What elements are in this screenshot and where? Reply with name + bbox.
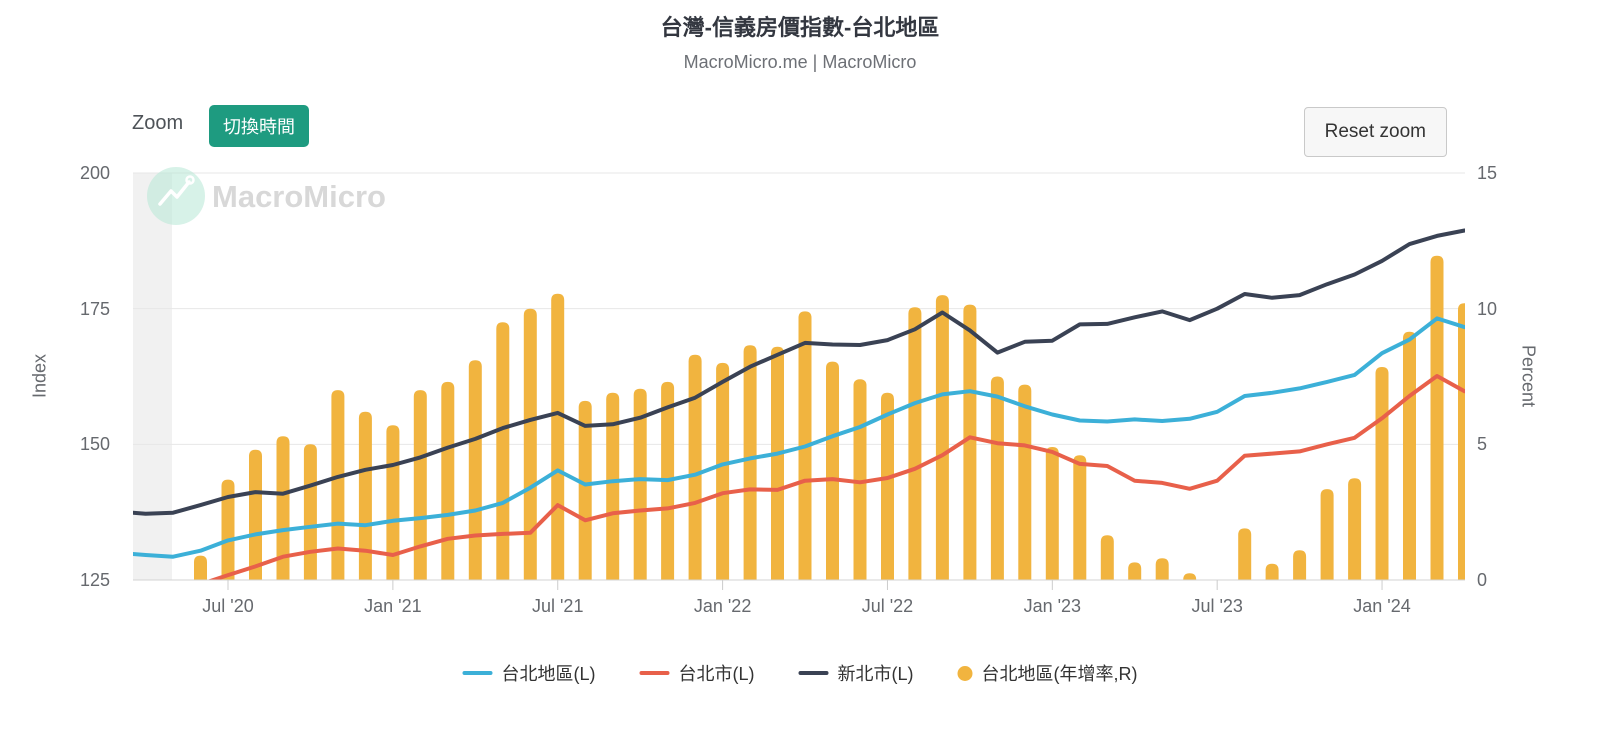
- legend-label: 台北地區(L): [501, 664, 596, 684]
- yoy-bar[interactable]: [413, 390, 427, 580]
- yoy-bar[interactable]: [908, 307, 922, 580]
- yoy-bar[interactable]: [1183, 573, 1197, 580]
- y-tick-label-left: 150: [79, 434, 110, 455]
- line-series[interactable]: [118, 228, 1465, 516]
- yoy-bar[interactable]: [1430, 255, 1444, 580]
- y-tick-label-right: 5: [1477, 434, 1488, 455]
- yoy-bar[interactable]: [331, 390, 345, 580]
- y-axis-left-labels: 200 175 150 125: [30, 0, 110, 725]
- watermark-text: MacroMicro: [212, 179, 386, 214]
- page-title: 台灣-信義房價指數-台北地區: [660, 15, 940, 40]
- yoy-bar[interactable]: [358, 411, 372, 580]
- legend-label: 台北地區(年增率,R): [981, 664, 1138, 684]
- chart-subtitle: MacroMicro.me | MacroMicro: [683, 52, 917, 72]
- yoy-bar[interactable]: [1293, 550, 1307, 580]
- x-tick-label: Jan '23: [1023, 596, 1082, 616]
- yoy-bar[interactable]: [1265, 563, 1279, 580]
- yoy-bar[interactable]: [441, 381, 455, 580]
- yoy-bar[interactable]: [771, 346, 784, 580]
- bars-yoy-series: [194, 255, 1471, 581]
- yoy-bar[interactable]: [578, 400, 592, 580]
- yoy-bar[interactable]: [249, 449, 262, 580]
- axis-title-index: Index: [29, 353, 50, 399]
- y-tick-label-right: 0: [1477, 570, 1488, 590]
- reset-zoom-button[interactable]: Reset zoom: [1303, 107, 1447, 157]
- x-tick-label: Jan '21: [364, 596, 422, 616]
- yoy-bar[interactable]: [1320, 489, 1334, 580]
- toggle-time-button[interactable]: 切換時間: [209, 105, 309, 147]
- circle-swatch-icon: [957, 665, 973, 681]
- line-swatch-icon: [462, 671, 493, 675]
- yoy-bar[interactable]: [523, 308, 537, 580]
- zoom-label: Zoom: [132, 112, 184, 134]
- yoy-bar[interactable]: [826, 361, 839, 580]
- yoy-bar[interactable]: [688, 354, 702, 580]
- legend-item-taipei-area[interactable]: 台北地區(L): [462, 660, 596, 686]
- yoy-bar[interactable]: [1403, 331, 1416, 580]
- y-tick-label-right: 10: [1477, 298, 1498, 319]
- yoy-bar[interactable]: [1348, 478, 1362, 580]
- yoy-bar[interactable]: [1155, 558, 1169, 580]
- x-tick-label: Jan '22: [693, 596, 752, 616]
- yoy-bar[interactable]: [1045, 447, 1059, 580]
- legend-item-taipei-city[interactable]: 台北市(L): [639, 660, 755, 686]
- yoy-bar[interactable]: [633, 388, 647, 580]
- x-tick-label: Jul '22: [861, 596, 914, 616]
- legend-label: 新北市(L): [837, 664, 914, 684]
- x-tick-label: Jul '21: [531, 596, 584, 616]
- y-tick-label-left: 200: [79, 163, 110, 183]
- x-tick-label: Jan '24: [1353, 596, 1411, 616]
- legend-item-taipei-area-yoy[interactable]: 台北地區(年增率,R): [957, 660, 1138, 686]
- yoy-bar[interactable]: [743, 345, 757, 580]
- yoy-bar[interactable]: [606, 392, 620, 580]
- line-series[interactable]: [118, 316, 1465, 559]
- yoy-bar[interactable]: [551, 293, 565, 580]
- yoy-bar[interactable]: [276, 436, 290, 580]
- yoy-bar[interactable]: [303, 444, 317, 580]
- line-swatch-icon: [798, 671, 829, 675]
- y-tick-label-right: 15: [1477, 163, 1498, 183]
- yoy-bar[interactable]: [468, 360, 482, 580]
- yoy-bar[interactable]: [1458, 303, 1471, 580]
- yoy-bar[interactable]: [496, 322, 510, 580]
- y-tick-label-left: 175: [79, 298, 110, 319]
- x-tick-label: Jul '20: [202, 596, 254, 616]
- x-tick-label: Jul '23: [1191, 596, 1243, 616]
- legend-label: 台北市(L): [678, 664, 755, 684]
- yoy-bar[interactable]: [990, 376, 1004, 581]
- y-tick-label-left: 125: [79, 570, 110, 590]
- zoom-range-band: [133, 173, 172, 580]
- series-layer: [118, 228, 1471, 584]
- yoy-bar[interactable]: [963, 304, 977, 580]
- line-swatch-icon: [639, 671, 670, 675]
- x-axis-labels: Jul '20 Jan '21 Jul '21 Jan '22 Jul '22 Jan '…: [0, 596, 1600, 626]
- line-series[interactable]: [201, 374, 1465, 584]
- yoy-bar[interactable]: [194, 555, 207, 580]
- legend-item-new-taipei[interactable]: 新北市(L): [798, 660, 914, 686]
- legend: 台北地區(L) 台北市(L) 新北市(L) 台北地區(年增率,R): [462, 660, 1138, 686]
- yoy-bar[interactable]: [1375, 367, 1389, 580]
- yoy-bar[interactable]: [1073, 455, 1087, 580]
- y-axis-right-labels: 15 10 5 0: [1477, 0, 1547, 725]
- yoy-bar[interactable]: [221, 479, 235, 580]
- yoy-bar[interactable]: [881, 392, 894, 580]
- yoy-bar[interactable]: [1128, 562, 1142, 580]
- yoy-bar[interactable]: [716, 362, 730, 580]
- axis-title-percent: Percent: [1518, 344, 1539, 408]
- macromicro-watermark: MacroMicro: [147, 167, 386, 225]
- yoy-bar[interactable]: [1018, 384, 1032, 580]
- yoy-bar[interactable]: [1100, 535, 1114, 580]
- yoy-bar[interactable]: [1238, 528, 1252, 580]
- yoy-bar[interactable]: [935, 295, 949, 580]
